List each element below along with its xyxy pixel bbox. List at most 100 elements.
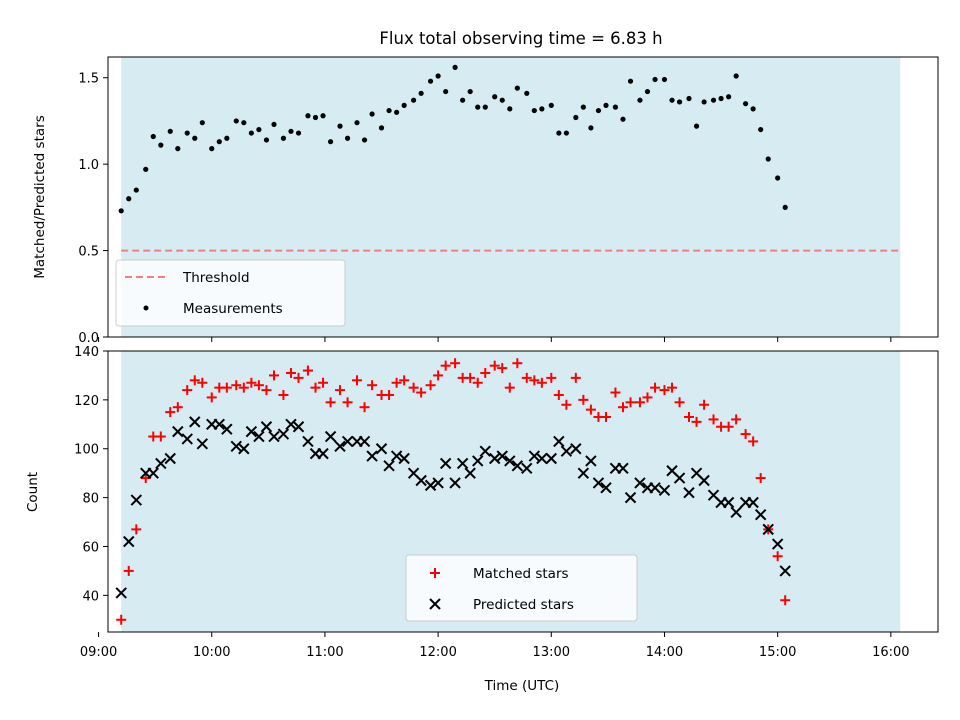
matched-star-point: [440, 360, 451, 371]
predicted-star-point: [213, 418, 226, 431]
measurement-point: [620, 116, 626, 122]
predicted-star-point: [130, 494, 143, 506]
x-tick-label: 15:00: [759, 645, 796, 660]
measurement-point: [750, 106, 756, 112]
measurement-point: [563, 130, 569, 136]
predicted-star-point: [366, 450, 378, 462]
matched-star-point: [238, 382, 249, 393]
measurement-point: [676, 99, 683, 105]
measurement-point: [150, 133, 156, 140]
predicted-star-point: [617, 462, 629, 474]
predicted-stars-points: [115, 416, 791, 599]
top-y-ticks: 0.0 0.5 1.0 1.5: [78, 72, 108, 346]
top-chart-frame: [107, 56, 939, 338]
x-tick-label: 14:00: [646, 645, 683, 660]
measurement-point: [710, 97, 717, 103]
measurement-point: [209, 146, 215, 152]
measurement-point: [758, 126, 764, 133]
measurement-point: [288, 128, 294, 134]
matched-star-point: [335, 385, 346, 396]
measurement-point: [443, 88, 449, 95]
x-tick-label: 10:00: [193, 645, 230, 660]
bottom-y-tick-label: 40: [82, 589, 99, 604]
matched-star-point: [570, 372, 581, 383]
predicted-star-point: [464, 467, 476, 479]
predicted-stars-legend-swatch: [429, 598, 441, 610]
bottom-y-tick-label: 60: [82, 540, 99, 555]
matched-star-point: [408, 382, 419, 393]
measurement-point: [175, 146, 181, 152]
matched-star-point: [182, 385, 193, 396]
measurement-point: [514, 85, 520, 91]
matched-star-point: [231, 380, 242, 391]
measurement-point: [241, 120, 247, 126]
top-y-tick-label: 0.5: [78, 245, 99, 260]
measurement-point: [742, 101, 749, 107]
bottom-y-ticks: 40 60 80 100 120 140: [74, 345, 108, 604]
predicted-star-point: [189, 416, 201, 428]
predicted-star-point: [570, 443, 582, 455]
matched-star-point: [617, 402, 628, 413]
predicted-star-point: [754, 509, 767, 521]
matched-star-point: [684, 411, 694, 422]
measurement-point: [256, 126, 262, 133]
predicted-star-point: [324, 430, 337, 443]
measurement-point: [354, 120, 360, 126]
matched-star-point: [318, 377, 329, 388]
measurement-point: [531, 107, 537, 114]
measurement-point: [394, 109, 400, 115]
predicted-star-point: [511, 460, 524, 472]
matched-stars-legend-label: Matched stars: [473, 566, 569, 582]
predicted-star-point: [456, 457, 469, 470]
measurement-point: [248, 130, 254, 136]
predicted-star-point: [730, 506, 742, 518]
measurement-point: [158, 142, 164, 148]
matched-star-point: [772, 551, 783, 562]
matched-star-point: [578, 394, 589, 405]
measurement-point: [782, 204, 788, 210]
measurement-point: [133, 187, 139, 193]
top-y-axis-label: Matched/Predicted stars: [32, 115, 48, 278]
matched-star-point: [512, 358, 523, 369]
bottom-chart-frame: [107, 350, 939, 633]
matched-star-point: [723, 421, 734, 432]
predicted-star-point: [155, 457, 167, 470]
measurement-point: [418, 90, 424, 96]
predicted-star-point: [762, 523, 774, 536]
predicted-star-point: [528, 450, 541, 462]
matched-star-point: [416, 387, 427, 398]
predicted-star-point: [779, 565, 791, 577]
measurement-point: [435, 73, 441, 79]
matched-star-point: [325, 397, 336, 408]
measurement-point: [216, 139, 222, 145]
measurement-point: [184, 130, 190, 136]
measurement-point: [588, 125, 594, 131]
matched-star-point: [625, 397, 636, 408]
bottom-chart-panel: 40 60 80 100 120 140 09:00 10:00 11:00 12:00 13:0…: [25, 345, 939, 694]
measurement-point: [507, 106, 513, 112]
measurement-point: [718, 95, 724, 102]
top-x-ticks: [98, 337, 892, 342]
x-tick-label: 13:00: [533, 645, 570, 660]
matched-star-point: [472, 377, 483, 388]
predicted-star-point: [398, 452, 410, 465]
predicted-star-point: [658, 484, 671, 496]
measurement-point: [573, 114, 579, 121]
predicted-star-point: [488, 452, 501, 465]
top-chart-panel: 0.0 0.5 1.0 1.5 Matched/Predicted stars Thr…: [32, 56, 939, 346]
predicted-star-point: [260, 421, 273, 433]
matched-star-point: [399, 375, 410, 386]
predicted-star-point: [358, 435, 371, 448]
predicted-star-point: [600, 482, 612, 494]
measurement-point: [644, 88, 651, 95]
matched-star-point: [480, 367, 491, 378]
predicted-star-point: [449, 477, 461, 489]
matched-star-point: [755, 473, 766, 484]
predicted-star-point: [553, 435, 565, 448]
predicted-star-point: [245, 425, 258, 438]
measurement-point: [401, 102, 407, 108]
matched-star-point: [221, 382, 232, 393]
matched-star-point: [359, 402, 370, 413]
predicted-star-point: [292, 421, 305, 433]
